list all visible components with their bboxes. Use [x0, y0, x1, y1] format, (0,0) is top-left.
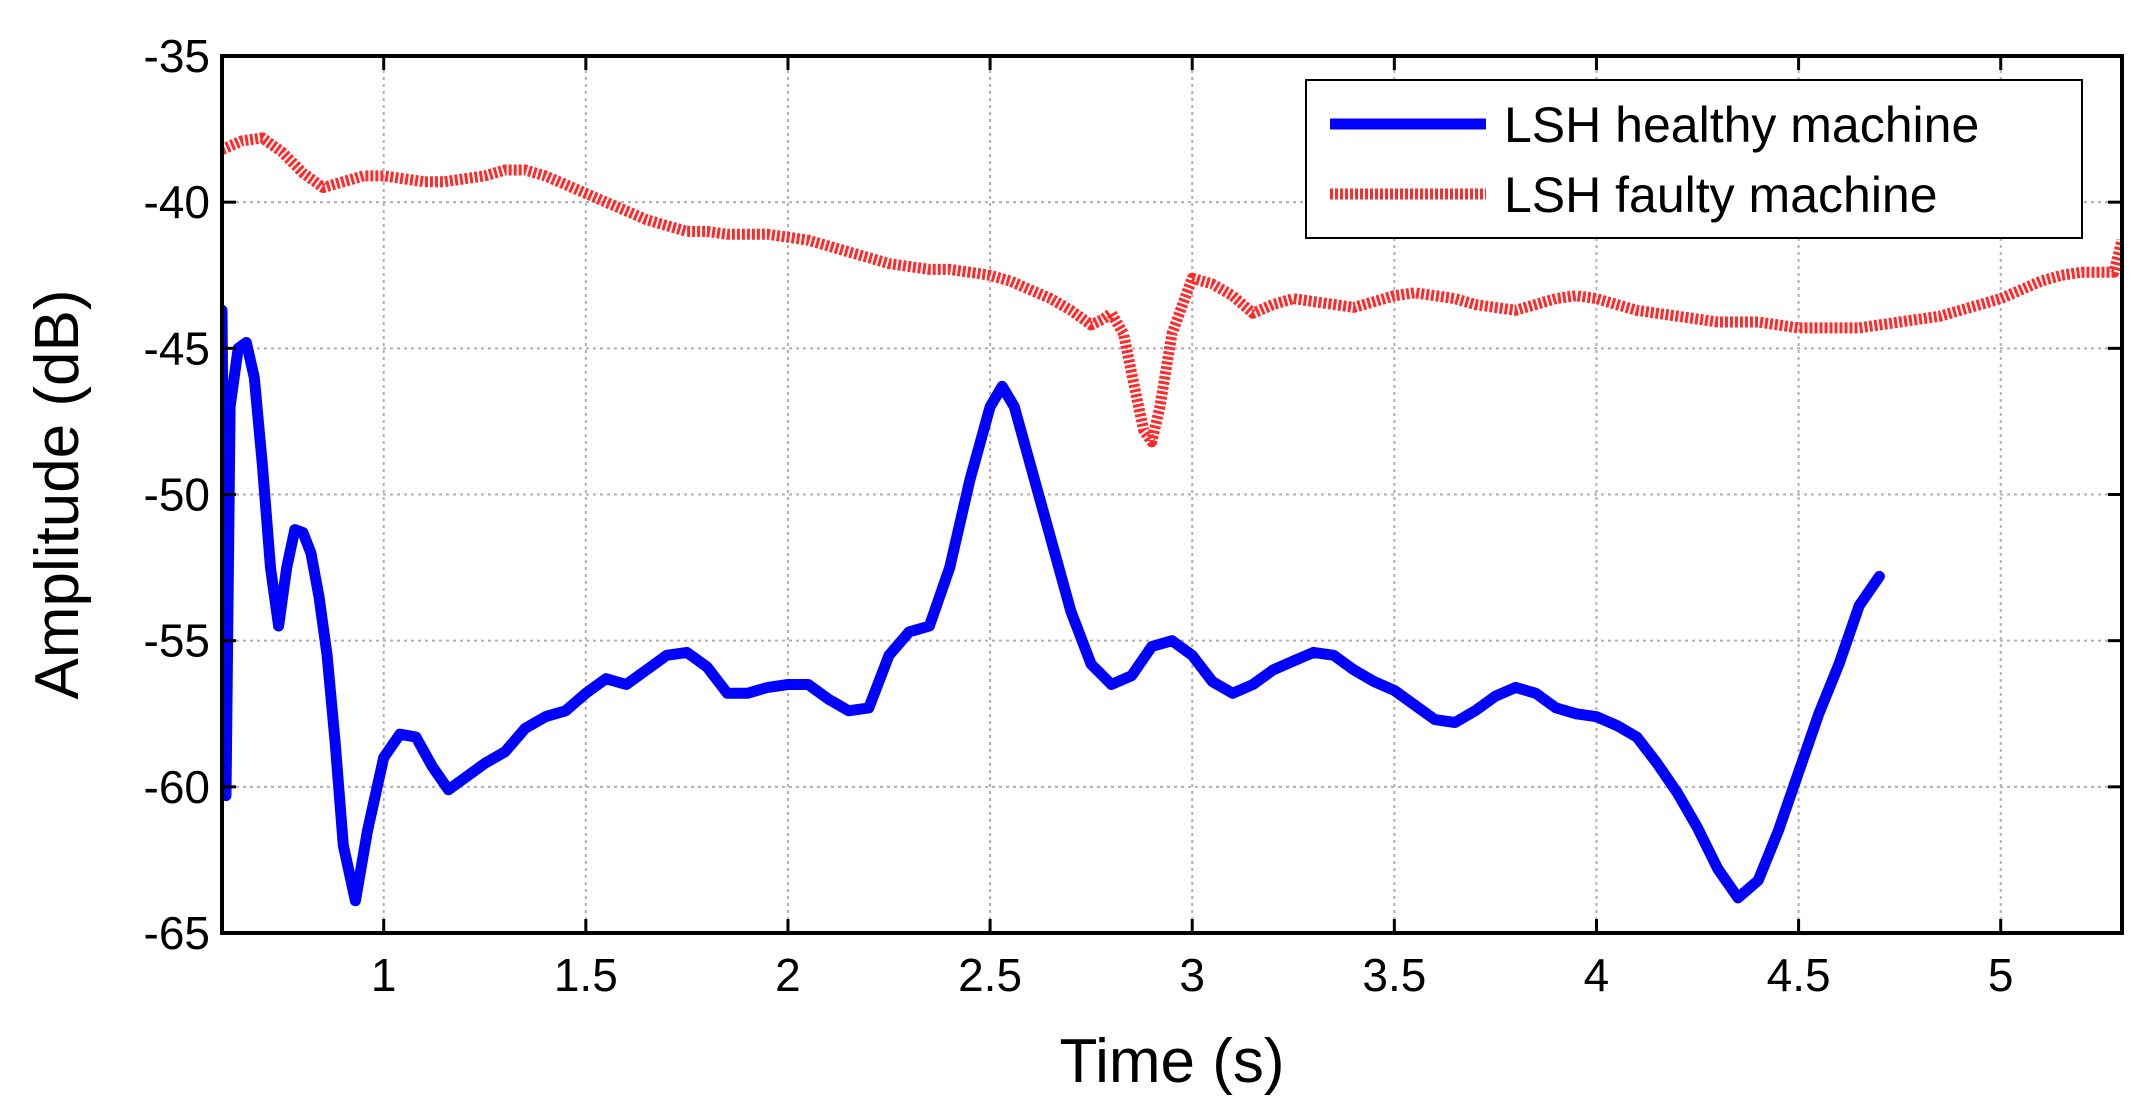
legend-label-faulty: LSH faulty machine: [1504, 167, 1938, 223]
y-tick-label: -35: [144, 30, 210, 82]
y-tick-label: -40: [144, 176, 210, 228]
x-tick-label: 2: [775, 949, 801, 1001]
y-tick-label: -65: [144, 907, 210, 959]
y-tick-label: -45: [144, 322, 210, 374]
x-tick-label: 3: [1179, 949, 1205, 1001]
legend-label-healthy: LSH healthy machine: [1504, 97, 1979, 153]
y-axis-title: Amplitude (dB): [23, 289, 92, 699]
x-tick-label: 1: [371, 949, 397, 1001]
x-axis-title: Time (s): [1060, 1027, 1285, 1096]
y-tick-label: -60: [144, 761, 210, 813]
x-tick-label: 4.5: [1767, 949, 1831, 1001]
series-line-healthy: [222, 304, 1885, 907]
x-tick-label: 2.5: [958, 949, 1022, 1001]
x-tick-label: 3.5: [1362, 949, 1426, 1001]
y-tick-label: -55: [144, 615, 210, 667]
axis-ticks: 1 1.5 2 2.5 3 3.5 4 4.5 5 -35 -40 -45 -50 -55 -60 -65: [144, 30, 2122, 1001]
x-tick-label: 1.5: [554, 949, 618, 1001]
x-tick-label: 5: [1988, 949, 2014, 1001]
legend: LSH healthy machine LSH faulty machine: [1305, 79, 2083, 239]
x-tick-label: 4: [1584, 949, 1610, 1001]
y-tick-label: -50: [144, 469, 210, 521]
plot-series: [222, 132, 2122, 907]
legend-box: [1305, 79, 2083, 239]
